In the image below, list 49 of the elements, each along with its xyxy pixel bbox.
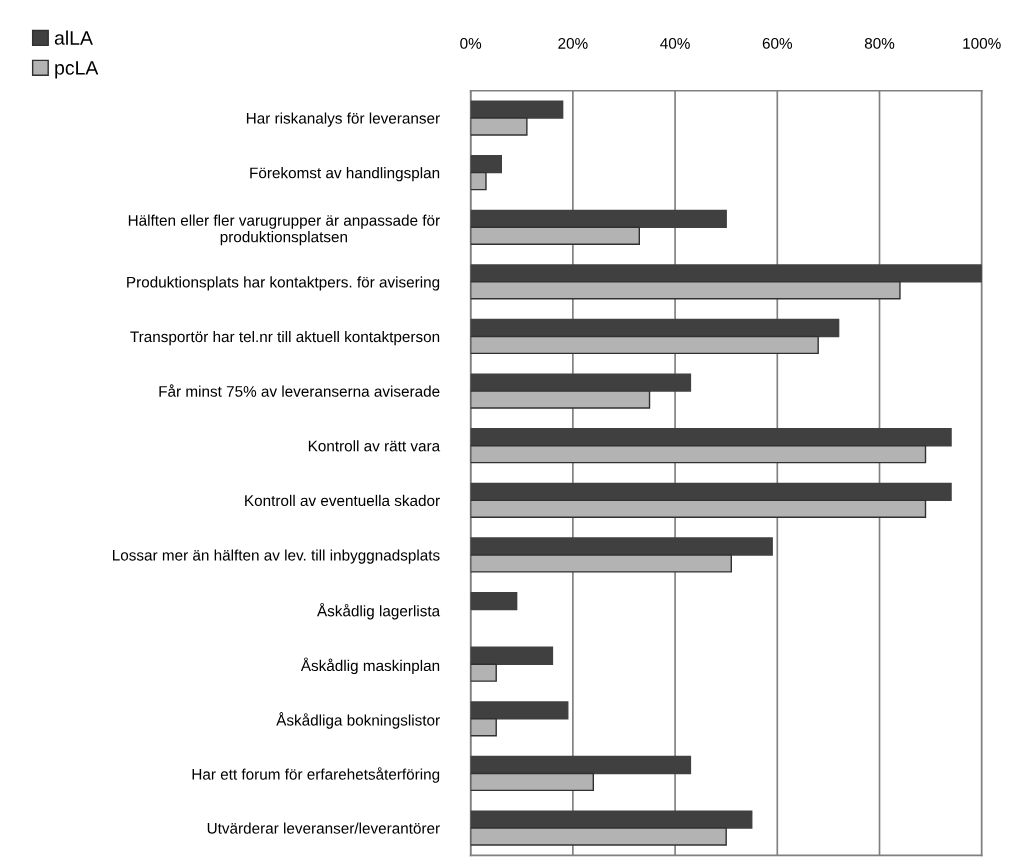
x-tick-label: 40% xyxy=(660,37,690,49)
x-tick-label: 60% xyxy=(762,37,793,49)
x-tick-label: 100% xyxy=(963,37,1001,49)
bar xyxy=(470,701,569,720)
bar xyxy=(470,335,819,355)
x-tick-label: 20% xyxy=(558,37,588,49)
bar xyxy=(470,663,497,682)
y-tick-label: Kontroll av eventuella skador xyxy=(245,494,440,507)
y-tick-label: Åskådliga bokningslistor xyxy=(276,712,440,729)
bar xyxy=(470,591,518,611)
bar xyxy=(470,827,727,846)
bar xyxy=(470,390,651,409)
bar xyxy=(470,117,528,136)
y-tick-label: Har riskanalys för leveranser xyxy=(246,112,440,127)
bar xyxy=(470,209,727,228)
bar xyxy=(470,264,982,283)
bar xyxy=(470,318,840,338)
bar xyxy=(470,772,595,792)
bar xyxy=(470,171,487,191)
bar xyxy=(470,482,952,502)
x-tick-label: 80% xyxy=(864,37,895,49)
y-tick-label: Hälften eller fler varugrupper är anpassade för produktionsplatsen xyxy=(128,214,440,246)
bar xyxy=(470,554,732,573)
y-tick-label: Lossar mer än hälften av lev. till inbyggnadsplats xyxy=(113,549,440,564)
legend-label: alLA xyxy=(54,30,93,45)
bar xyxy=(470,281,901,300)
bar xyxy=(470,755,692,775)
bar xyxy=(470,646,554,665)
y-tick-label: Åskådlig lagerlista xyxy=(317,602,441,620)
y-tick-label: Transportör har tel.nr till aktuell kontaktperson xyxy=(130,330,440,346)
bar xyxy=(470,428,952,447)
y-tick-label: Kontroll av rätt vara xyxy=(308,440,441,452)
bar xyxy=(470,499,927,518)
bar xyxy=(470,155,503,174)
bar xyxy=(470,445,927,464)
bar xyxy=(470,373,692,392)
bar xyxy=(470,100,564,119)
bar xyxy=(470,718,497,737)
bar xyxy=(470,537,773,556)
bar xyxy=(470,226,641,245)
y-tick-label: Utvärderar leveranser/leverantörer xyxy=(207,822,440,834)
x-tick-label: 0% xyxy=(460,37,482,49)
legend-label: pcLA xyxy=(55,61,99,79)
bar xyxy=(470,810,753,829)
y-tick-label: Har ett forum för erfarehetsåterföring xyxy=(192,767,440,783)
y-tick-label: Får minst 75% av leveranserna aviserade xyxy=(159,384,440,397)
y-tick-label: Åskådlig maskinplan xyxy=(300,657,440,675)
y-tick-label: Förekomst av handlingsplan xyxy=(250,167,440,182)
y-tick-label: Produktionsplats har kontaktpers. för avisering xyxy=(127,276,440,291)
